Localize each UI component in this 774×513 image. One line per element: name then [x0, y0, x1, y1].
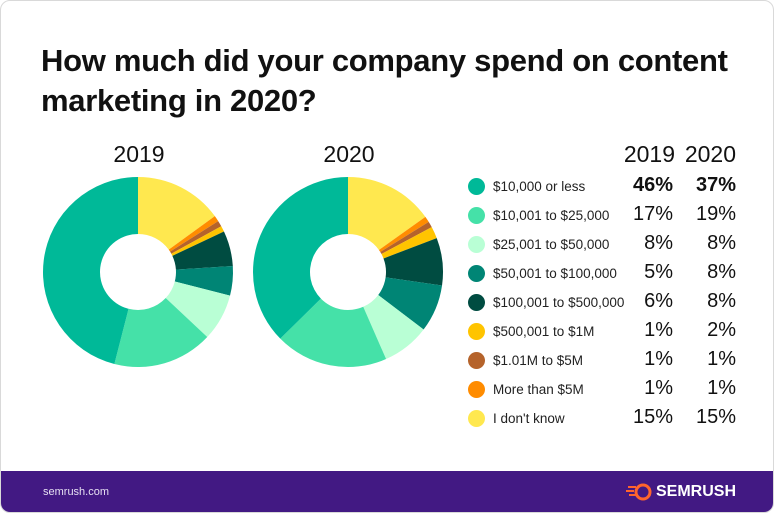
value-label-2020: 8% — [707, 290, 736, 312]
slice-2020-3 — [378, 277, 443, 330]
legend-label: $100,001 to $500,000 — [493, 294, 625, 310]
legend-swatch — [468, 351, 485, 369]
slice-2020-8 — [348, 177, 426, 250]
legend-item: $10,001 to $25,000 — [468, 202, 609, 228]
legend-label: $10,000 or less — [493, 178, 586, 194]
legend-swatch — [468, 380, 485, 398]
legend-label: I don't know — [493, 410, 565, 426]
legend-swatch — [468, 177, 485, 195]
slice-2020-5 — [381, 227, 437, 259]
value-label-2020: 19% — [695, 203, 736, 225]
legend-header-2019: 2019 — [623, 141, 675, 167]
value-label-2019: 1% — [644, 377, 673, 399]
slice-2020-2 — [363, 295, 424, 360]
pie-title-2019: 2019 — [113, 141, 165, 167]
value-label-2020: 8% — [707, 232, 736, 254]
value-label-2020: 1% — [707, 377, 736, 399]
legend-swatch — [468, 293, 485, 311]
slice-2020-0 — [253, 177, 348, 339]
slice-2019-4 — [172, 231, 233, 270]
legend-label: More than $5M — [493, 381, 584, 397]
value-label-2019: 1% — [644, 348, 673, 370]
legend-item: $10,000 or less — [468, 173, 585, 199]
value-label-2020: 37% — [695, 174, 736, 196]
value-label-2019: 6% — [644, 290, 673, 312]
legend-swatch — [468, 322, 485, 340]
legend-item: $500,001 to $1M — [468, 318, 594, 344]
footer: semrush.com SEMRUSH — [1, 471, 773, 512]
legend-label: $500,001 to $1M — [493, 323, 595, 339]
legend-item: I don't know — [468, 405, 565, 431]
semrush-logo: SEMRUSH — [626, 483, 736, 501]
value-label-2020: 2% — [707, 319, 736, 341]
legend-swatch — [468, 264, 485, 282]
value-label-2019: 46% — [632, 174, 673, 196]
legend-swatch — [468, 235, 485, 253]
legend-label: $10,001 to $25,000 — [493, 207, 610, 223]
slice-2020-7 — [378, 216, 429, 252]
slice-2019-6 — [170, 221, 222, 254]
value-label-2020: 15% — [695, 406, 736, 428]
value-label-2019: 8% — [644, 232, 673, 254]
slice-2019-0 — [42, 177, 138, 365]
slice-2019-5 — [171, 226, 224, 256]
legend-item: $50,001 to $100,000 — [468, 260, 617, 286]
legend-item: $25,001 to $50,000 — [468, 231, 609, 257]
value-label-2019: 5% — [644, 261, 673, 283]
legend-item: More than $5M — [468, 376, 584, 402]
legend-label: $1.01M to $5M — [493, 352, 584, 368]
site-url: semrush.com — [43, 486, 110, 498]
legend-swatch — [468, 409, 485, 427]
legend-header-2020: 2020 — [684, 141, 736, 167]
slice-2020-6 — [380, 221, 432, 255]
slice-2019-2 — [165, 281, 231, 338]
value-label-2020: 1% — [707, 348, 736, 370]
legend-item: $1.01M to $5M — [468, 347, 583, 373]
slice-2020-4 — [383, 238, 443, 286]
semrush-flame-icon — [626, 483, 652, 501]
value-label-2020: 8% — [707, 261, 736, 283]
slice-2019-1 — [114, 298, 208, 367]
legend-swatch — [468, 206, 485, 224]
slice-2019-8 — [138, 177, 215, 250]
value-label-2019: 17% — [632, 203, 673, 225]
slice-2020-1 — [280, 298, 387, 367]
slice-2019-7 — [168, 216, 219, 252]
legend-label: $25,001 to $50,000 — [493, 236, 610, 252]
value-label-2019: 15% — [632, 406, 673, 428]
brand-name: SEMRUSH — [656, 483, 737, 500]
legend-label: $50,001 to $100,000 — [493, 265, 617, 281]
chart-title: How much did your company spend on conte… — [41, 43, 728, 118]
legend-item: $100,001 to $500,000 — [468, 289, 624, 315]
value-label-2019: 1% — [644, 319, 673, 341]
pie-title-2020: 2020 — [323, 141, 375, 167]
slice-2019-3 — [174, 266, 234, 296]
